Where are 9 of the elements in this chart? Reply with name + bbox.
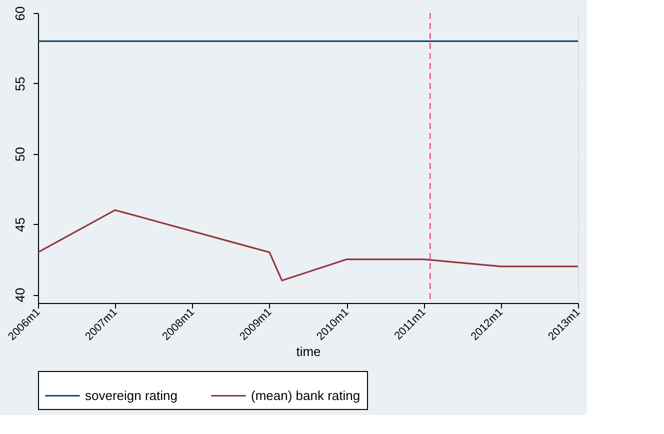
y-tick-label: 45 bbox=[12, 217, 28, 232]
y-tick-label: 50 bbox=[12, 147, 28, 162]
legend-label: (mean) bank rating bbox=[251, 388, 360, 403]
y-tick-label: 55 bbox=[12, 76, 28, 92]
line-series bbox=[37, 209, 579, 282]
x-axis-title: time bbox=[296, 344, 321, 360]
legend-label: sovereign rating bbox=[85, 388, 178, 403]
y-tick-label: 60 bbox=[12, 6, 28, 21]
y-tick-label: 40 bbox=[12, 288, 28, 302]
